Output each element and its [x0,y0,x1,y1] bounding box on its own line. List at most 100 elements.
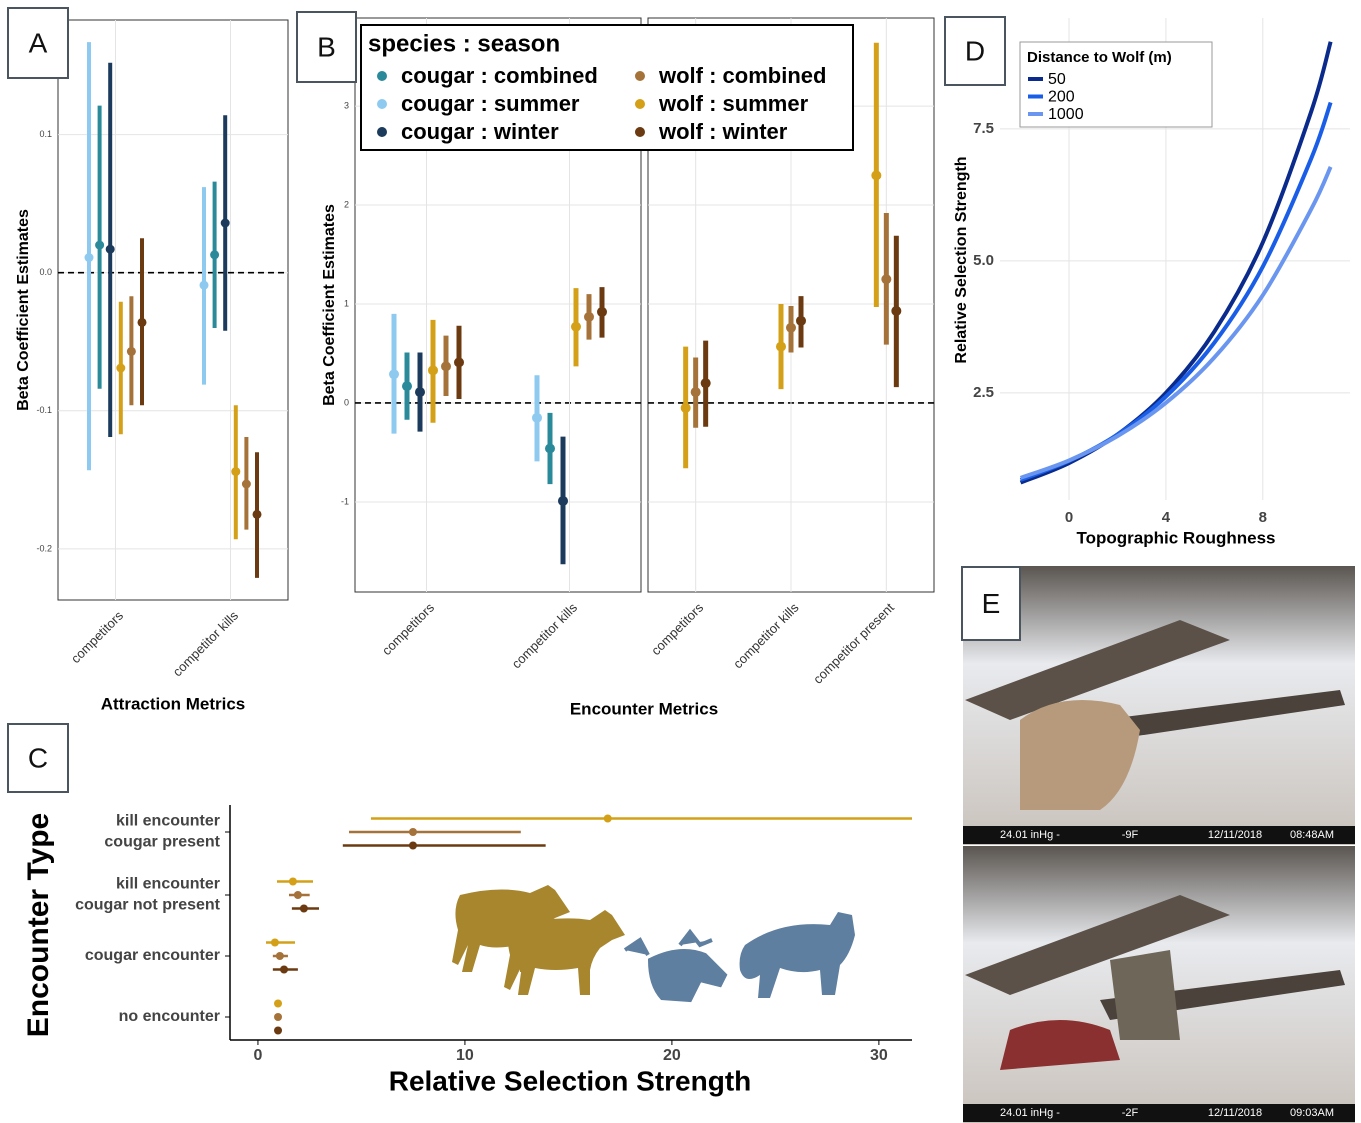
panel-label: C [28,742,48,773]
point [796,315,806,326]
point [545,443,555,454]
stamp-bar [963,826,1355,844]
point [584,311,594,322]
point [210,250,220,260]
panel-label-box [944,16,1006,86]
x-tick-label: 30 [870,1047,888,1064]
y-tick-label: 0 [344,397,349,407]
point [680,402,691,413]
point [532,412,542,423]
photo-stamp: 24.01 inHg - [1000,1107,1060,1119]
log [1100,690,1345,740]
point [871,170,882,181]
point [408,828,417,836]
wolf-photo [1110,950,1180,1040]
legend-box [360,24,854,151]
point [603,814,612,823]
point [274,1026,283,1035]
point [231,467,241,477]
legend-swatch [635,127,645,137]
point [95,240,105,250]
legend-label: 200 [1048,89,1075,106]
point [199,280,209,290]
cougar-photo [1020,700,1140,810]
photo-panel [963,566,1355,1123]
point [274,999,283,1008]
legend-label: cougar : summer [401,91,580,116]
y-axis-title: Beta Coefficient Estimates [321,204,338,406]
x-tick-label: competitor kills [730,600,802,672]
carcass [1000,1020,1120,1070]
y-tick-label: 1 [344,298,349,308]
point [428,365,438,376]
y-tick-label: kill encounter [116,876,220,893]
legend-label: 1000 [1048,106,1084,123]
legend-box [1019,41,1213,128]
line [1019,101,1333,482]
x-axis-title: Topographic Roughness [1077,528,1276,547]
point [137,317,147,327]
y-tick-label: no encounter [119,1008,220,1025]
photo-stamp: 09:03AM [1290,1107,1334,1119]
point [299,904,308,913]
y-tick-label: 0.0 [39,267,52,277]
legend-swatch [377,71,387,81]
wolf-silhouette [504,910,625,995]
point [776,341,786,352]
y-tick-label: 2.5 [973,384,994,401]
stamp-bar [963,1104,1355,1122]
point [571,321,581,332]
legend-swatch [635,99,645,109]
x-axis-title: Relative Selection Strength [389,1065,752,1096]
x-tick-label: competitor kills [170,608,242,680]
panel-label-box [7,7,69,79]
elk-silhouette [623,928,728,1003]
point [402,381,412,392]
y-tick-label: 2 [344,199,349,209]
point [105,244,115,254]
y-tick-label: 0.1 [39,129,52,139]
x-tick-label: competitors [68,608,126,666]
x-tick-label: 0 [1065,509,1073,526]
photo-stamp: 08:48AM [1290,829,1334,841]
x-axis-title: Encounter Metrics [570,699,718,718]
panel-label: E [982,588,1001,619]
panel-label-box [7,723,69,793]
y-tick-label: 7.5 [973,120,994,137]
x-axis-title: Attraction Metrics [101,694,246,713]
cougar-silhouette [739,912,855,998]
point [274,1013,283,1021]
x-tick-label: competitors [379,600,437,658]
y-tick-label: -1 [341,496,349,506]
point [280,965,289,974]
legend-label: cougar : combined [401,63,598,88]
point [275,952,284,960]
panel-label: D [965,35,985,66]
panel-label-box [961,566,1021,641]
legend-label: wolf : winter [658,119,788,144]
x-tick-label: 20 [663,1047,681,1064]
point [389,369,399,380]
point [288,877,297,886]
point [415,387,425,398]
y-tick-label: -0.1 [36,405,52,415]
panel-label-box [296,11,357,83]
point [786,322,796,333]
point [690,387,701,398]
y-axis-title: Beta Coefficient Estimates [15,209,32,411]
panel-label: A [29,27,48,58]
x-tick-label: 10 [456,1047,474,1064]
x-tick-label: 4 [1162,509,1171,526]
point [241,479,251,489]
point [441,361,451,372]
point [293,891,302,899]
point [126,346,136,356]
log [965,620,1230,720]
x-tick-label: 0 [253,1047,262,1064]
legend-label: cougar : winter [401,119,559,144]
legend-title: species : season [368,30,560,57]
legend-swatch [377,127,387,137]
x-tick-label: competitor present [810,600,897,687]
